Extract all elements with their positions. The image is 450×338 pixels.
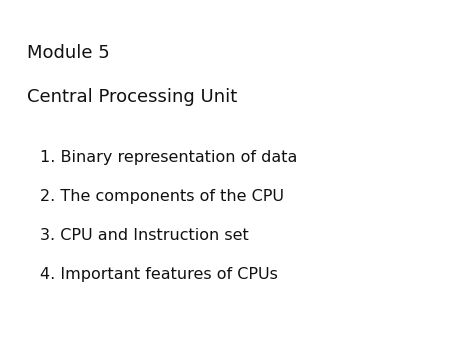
Text: 2. The components of the CPU: 2. The components of the CPU xyxy=(40,189,284,204)
Text: Central Processing Unit: Central Processing Unit xyxy=(27,88,237,106)
Text: 3. CPU and Instruction set: 3. CPU and Instruction set xyxy=(40,228,249,243)
Text: Module 5: Module 5 xyxy=(27,44,110,62)
Text: 1. Binary representation of data: 1. Binary representation of data xyxy=(40,150,298,165)
Text: 4. Important features of CPUs: 4. Important features of CPUs xyxy=(40,267,279,282)
